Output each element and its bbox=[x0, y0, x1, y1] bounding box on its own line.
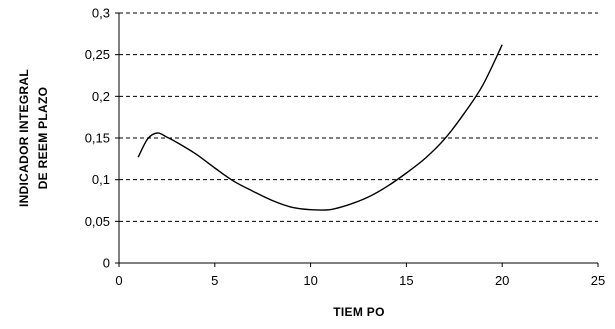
y-axis-title: INDICADOR INTEGRAL DE REEM PLAZO bbox=[17, 69, 50, 207]
y-gridlines bbox=[119, 12, 598, 222]
x-tick-label: 10 bbox=[303, 273, 317, 288]
series-layer bbox=[137, 44, 503, 211]
x-tick-label: 0 bbox=[115, 273, 122, 288]
x-tick-label: 5 bbox=[211, 273, 218, 288]
y-axis-title-line-1: INDICADOR INTEGRAL bbox=[17, 69, 31, 207]
y-tick-label: 0,15 bbox=[85, 131, 110, 146]
y-tick-label: 0,25 bbox=[85, 47, 110, 62]
y-tick-label: 0,1 bbox=[92, 172, 110, 187]
y-tick-label: 0,3 bbox=[92, 6, 110, 21]
y-tick-label: 0 bbox=[103, 256, 110, 271]
x-tick-label: 15 bbox=[399, 273, 413, 288]
y-axis-title-line-2: DE REEM PLAZO bbox=[36, 87, 50, 190]
x-tick-label: 25 bbox=[591, 273, 605, 288]
y-tick-label: 0,2 bbox=[92, 89, 110, 104]
x-ticks: 0 5 10 15 20 25 bbox=[115, 263, 605, 288]
x-axis-title: TIEM PO bbox=[333, 305, 384, 319]
x-tick-label: 20 bbox=[495, 273, 509, 288]
y-ticks: 0 0,05 0,1 0,15 0,2 0,25 0,3 bbox=[85, 6, 119, 271]
series-line bbox=[137, 44, 503, 211]
y-tick-label: 0,05 bbox=[85, 214, 110, 229]
